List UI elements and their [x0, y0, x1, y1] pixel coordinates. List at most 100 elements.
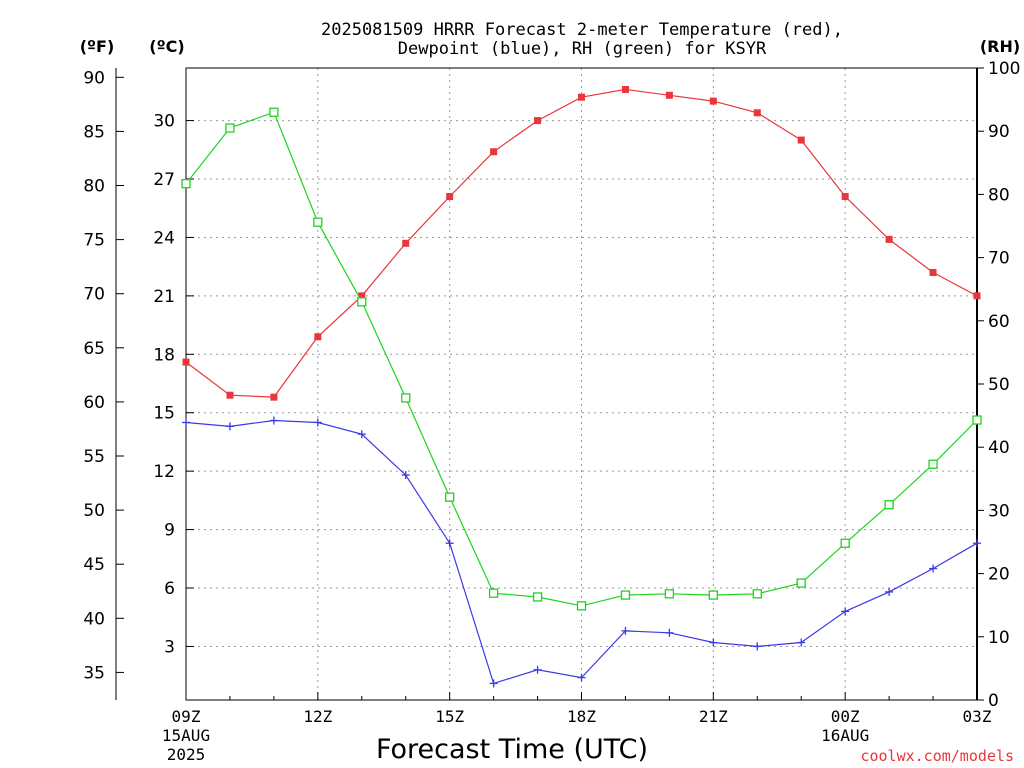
temperature-point [182, 358, 190, 366]
dewpoint-point [445, 539, 454, 548]
fahrenheit-tick-label: 55 [83, 447, 105, 467]
rh-point [840, 538, 850, 548]
x-tick-label: 18Z [567, 707, 596, 726]
rh-tick-label: 60 [988, 312, 1010, 332]
dewpoint-point [753, 642, 762, 651]
rh-point [357, 297, 367, 307]
x-tick-label: 21Z [699, 707, 728, 726]
rh-point [620, 590, 631, 600]
temperature-point [753, 109, 761, 117]
temperature-point [402, 239, 410, 247]
fahrenheit-tick-label: 75 [83, 231, 105, 251]
x-tick-year-label: 2025 [167, 745, 206, 764]
x-tick-label: 12Z [303, 707, 332, 726]
dewpoint-point [357, 430, 366, 439]
temperature-point [314, 333, 322, 341]
celsius-tick-label: 15 [153, 404, 175, 424]
dewpoint-series [182, 416, 981, 688]
celsius-unit-label: (ºC) [149, 37, 184, 56]
rh-point [488, 588, 499, 598]
x-tick-label: 00Z [831, 707, 860, 726]
celsius-tick-label: 24 [153, 228, 175, 248]
x-tick-label: 09Z [172, 707, 201, 726]
fahrenheit-tick-label: 35 [83, 663, 105, 683]
temperature-point [358, 292, 366, 300]
temperature-point [885, 235, 893, 243]
rh-point [225, 123, 235, 133]
rh-series [181, 107, 982, 611]
fahrenheit-unit-label: (ºF) [80, 37, 115, 56]
dewpoint-point [665, 628, 674, 637]
celsius-tick-label: 27 [153, 170, 175, 190]
rh-point [884, 500, 894, 510]
temperature-point [534, 117, 542, 125]
rh-point [928, 459, 938, 469]
temperature-point [270, 393, 278, 401]
x-tick-label: 03Z [963, 707, 992, 726]
fahrenheit-tick-label: 60 [83, 393, 105, 413]
fahrenheit-tick-label: 85 [83, 122, 105, 142]
celsius-tick-label: 18 [153, 345, 175, 365]
fahrenheit-tick-label: 80 [83, 177, 105, 197]
rh-point [796, 578, 806, 588]
fahrenheit-tick-label: 45 [83, 555, 105, 575]
fahrenheit-tick-label: 70 [83, 285, 105, 305]
temperature-point [621, 85, 629, 93]
rh-point [181, 179, 191, 189]
celsius-tick-label: 6 [164, 579, 175, 599]
rh-tick-label: 90 [988, 122, 1010, 142]
dewpoint-point [841, 607, 850, 616]
credit-text: coolwx.com/models [860, 747, 1014, 765]
chart-title-line1: 2025081509 HRRR Forecast 2-meter Tempera… [321, 20, 843, 40]
rh-point [532, 592, 543, 602]
dewpoint-point [885, 587, 894, 596]
rh-point [752, 589, 762, 599]
fahrenheit-tick-label: 50 [83, 501, 105, 521]
temperature-point [578, 93, 585, 101]
fahrenheit-tick-label: 40 [83, 609, 105, 629]
temperature-point [797, 136, 805, 144]
celsius-tick-label: 21 [153, 287, 175, 307]
dewpoint-point [225, 422, 234, 431]
chart-title-line2: Dewpoint (blue), RH (green) for KSYR [398, 39, 767, 59]
temperature-point [226, 391, 234, 399]
celsius-tick-label: 30 [153, 112, 175, 132]
tick-marks [116, 67, 984, 701]
rh-point [664, 589, 675, 599]
celsius-tick-label: 12 [153, 462, 175, 482]
dewpoint-point [401, 471, 410, 480]
dewpoint-point [797, 638, 806, 647]
data-series [181, 85, 982, 688]
rh-tick-label: 20 [988, 565, 1010, 585]
temperature-point [929, 268, 937, 276]
rh-point [708, 590, 718, 600]
temperature-point [665, 91, 673, 99]
x-tick-label: 15Z [435, 707, 464, 726]
rh-tick-label: 80 [988, 185, 1010, 205]
x-tick-date-label: 16AUG [821, 726, 869, 745]
temperature-point [841, 193, 849, 201]
rh-tick-label: 70 [988, 249, 1010, 269]
dewpoint-point [313, 418, 322, 427]
dewpoint-point [973, 539, 981, 548]
rh-tick-label: 50 [988, 375, 1010, 395]
rh-tick-label: 0 [988, 691, 999, 711]
dewpoint-point [533, 665, 542, 674]
x-tick-date-label: 15AUG [162, 726, 210, 745]
fahrenheit-tick-label: 65 [83, 339, 105, 359]
dewpoint-point [709, 638, 718, 647]
dewpoint-point [621, 626, 630, 635]
rh-tick-label: 10 [988, 628, 1010, 648]
rh-unit-label: (RH) [980, 37, 1020, 56]
dewpoint-point [929, 564, 938, 573]
fahrenheit-tick-label: 90 [83, 68, 105, 88]
dewpoint-point [269, 416, 278, 425]
temperature-point [446, 193, 454, 201]
rh-point [269, 107, 279, 117]
celsius-tick-label: 9 [164, 521, 175, 541]
dewpoint-point [182, 418, 190, 427]
rh-tick-label: 40 [988, 438, 1010, 458]
rh-point [313, 217, 323, 227]
temperature-series [182, 85, 981, 401]
